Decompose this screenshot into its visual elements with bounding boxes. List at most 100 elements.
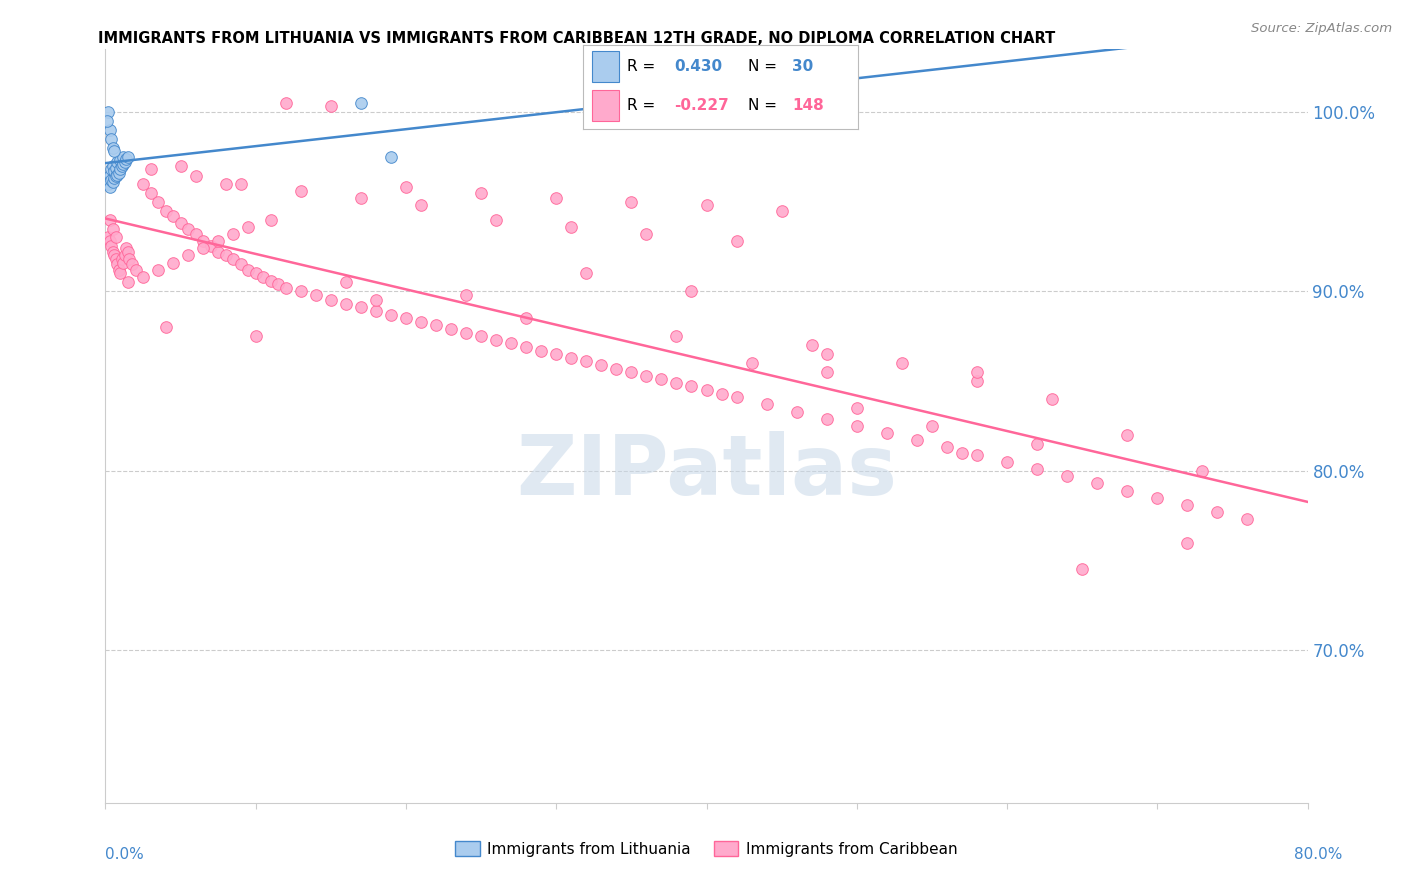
Point: [650, 372, 672, 386]
Point: [155, 203, 177, 218]
Point: [409, 198, 432, 212]
Point: [162, 255, 184, 269]
Point: [103, 164, 125, 178]
Text: Source: ZipAtlas.com: Source: ZipAtlas.com: [1251, 22, 1392, 36]
Point: [380, 150, 402, 164]
Point: [101, 221, 124, 235]
Point: [110, 162, 132, 177]
Point: [485, 333, 508, 347]
Point: [96, 113, 118, 128]
Point: [815, 347, 838, 361]
Point: [364, 304, 387, 318]
Point: [245, 266, 267, 280]
Point: [222, 252, 245, 266]
Point: [290, 184, 312, 198]
Point: [591, 358, 613, 372]
Point: [725, 390, 748, 404]
Point: [103, 145, 125, 159]
Point: [139, 162, 162, 177]
Point: [515, 311, 537, 326]
Point: [101, 175, 124, 189]
Point: [97, 104, 120, 119]
Point: [725, 234, 748, 248]
Point: [191, 241, 214, 255]
Point: [800, 338, 823, 352]
Point: [112, 157, 135, 171]
Point: [665, 376, 688, 390]
Point: [104, 161, 127, 175]
Point: [350, 95, 373, 110]
Text: R =: R =: [627, 59, 655, 74]
Point: [350, 301, 373, 315]
Point: [229, 257, 252, 271]
Point: [501, 336, 523, 351]
Point: [103, 171, 125, 186]
Point: [845, 401, 868, 415]
Point: [1056, 469, 1078, 483]
Text: 80.0%: 80.0%: [1295, 847, 1343, 862]
Point: [222, 227, 245, 241]
Point: [1071, 562, 1094, 576]
Text: 0.0%: 0.0%: [105, 847, 145, 862]
Point: [98, 168, 121, 182]
Point: [995, 455, 1018, 469]
Point: [770, 203, 793, 218]
Text: 30: 30: [792, 59, 813, 74]
Point: [238, 219, 260, 234]
Point: [110, 153, 132, 168]
Point: [335, 276, 357, 290]
Point: [1026, 462, 1049, 476]
Point: [440, 322, 463, 336]
Point: [350, 191, 373, 205]
Point: [274, 281, 297, 295]
Point: [108, 166, 131, 180]
Point: [560, 219, 582, 234]
Point: [103, 248, 125, 262]
Point: [101, 141, 124, 155]
Point: [409, 315, 432, 329]
Point: [681, 379, 703, 393]
Point: [560, 351, 582, 365]
Point: [177, 248, 200, 262]
Point: [184, 227, 207, 241]
Point: [267, 277, 290, 292]
Point: [117, 276, 139, 290]
Point: [290, 285, 312, 299]
Point: [184, 169, 207, 184]
Point: [169, 159, 191, 173]
Point: [1191, 464, 1213, 478]
Point: [207, 234, 229, 248]
Point: [177, 221, 200, 235]
Point: [98, 234, 121, 248]
Point: [546, 347, 568, 361]
Point: [1040, 392, 1063, 406]
Point: [890, 356, 912, 370]
Point: [245, 329, 267, 343]
Point: [456, 288, 478, 302]
Point: [546, 191, 568, 205]
Point: [112, 255, 135, 269]
Point: [274, 95, 297, 110]
Point: [117, 244, 139, 259]
Text: 0.430: 0.430: [673, 59, 723, 74]
Point: [115, 241, 138, 255]
Point: [97, 230, 120, 244]
Point: [786, 404, 808, 418]
Point: [169, 216, 191, 230]
Point: [665, 329, 688, 343]
Text: N =: N =: [748, 98, 778, 113]
Point: [515, 340, 537, 354]
Point: [395, 180, 418, 194]
Point: [104, 169, 127, 184]
Point: [98, 123, 121, 137]
Text: N =: N =: [748, 59, 778, 74]
Point: [456, 326, 478, 340]
Point: [191, 234, 214, 248]
Point: [107, 168, 129, 182]
Legend: Immigrants from Lithuania, Immigrants from Caribbean: Immigrants from Lithuania, Immigrants fr…: [450, 835, 963, 863]
Point: [305, 288, 328, 302]
Point: [252, 270, 274, 285]
Point: [97, 177, 120, 191]
Point: [575, 266, 598, 280]
Point: [470, 329, 492, 343]
